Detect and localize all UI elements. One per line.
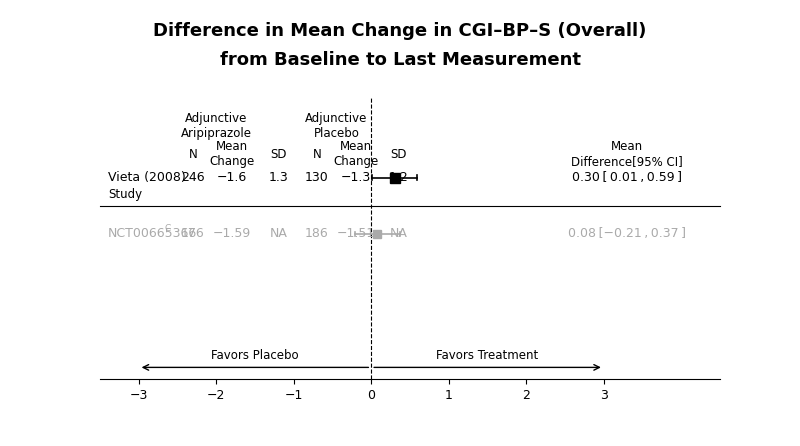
Text: −1.3: −1.3 bbox=[341, 171, 371, 184]
Text: −1.51: −1.51 bbox=[337, 227, 375, 240]
Text: N: N bbox=[313, 148, 322, 161]
Text: 0.08 [−0.21 , 0.37 ]: 0.08 [−0.21 , 0.37 ] bbox=[568, 227, 686, 240]
Text: 1.2: 1.2 bbox=[389, 171, 408, 184]
Text: −1.6: −1.6 bbox=[217, 171, 247, 184]
Text: Favors Placebo: Favors Placebo bbox=[211, 349, 299, 362]
Text: Favors Treatment: Favors Treatment bbox=[436, 349, 538, 362]
Text: Vieta (2008): Vieta (2008) bbox=[108, 171, 186, 184]
Text: C: C bbox=[165, 224, 171, 233]
Text: 130: 130 bbox=[305, 171, 329, 184]
Text: Mean
Change: Mean Change bbox=[209, 140, 254, 168]
Text: Mean
Difference[95% CI]: Mean Difference[95% CI] bbox=[571, 140, 683, 168]
Text: from Baseline to Last Measurement: from Baseline to Last Measurement bbox=[219, 51, 581, 69]
Text: Study: Study bbox=[108, 188, 142, 201]
Text: 246: 246 bbox=[181, 171, 205, 184]
Text: 1.3: 1.3 bbox=[268, 171, 288, 184]
Text: 176: 176 bbox=[181, 227, 205, 240]
Text: −1.59: −1.59 bbox=[213, 227, 251, 240]
Text: SD: SD bbox=[270, 148, 286, 161]
Text: 0.30 [ 0.01 , 0.59 ]: 0.30 [ 0.01 , 0.59 ] bbox=[572, 171, 682, 184]
Text: Adjunctive
Placebo: Adjunctive Placebo bbox=[305, 112, 367, 140]
Text: Difference in Mean Change in CGI–BP–S (Overall): Difference in Mean Change in CGI–BP–S (O… bbox=[154, 22, 646, 40]
Text: Mean
Change: Mean Change bbox=[333, 140, 378, 168]
Text: NA: NA bbox=[390, 227, 407, 240]
Text: N: N bbox=[189, 148, 198, 161]
Text: Adjunctive
Aripiprazole: Adjunctive Aripiprazole bbox=[181, 112, 252, 140]
Text: NA: NA bbox=[270, 227, 287, 240]
Text: 186: 186 bbox=[305, 227, 329, 240]
Text: NCT00665366: NCT00665366 bbox=[108, 227, 197, 240]
Text: SD: SD bbox=[390, 148, 406, 161]
